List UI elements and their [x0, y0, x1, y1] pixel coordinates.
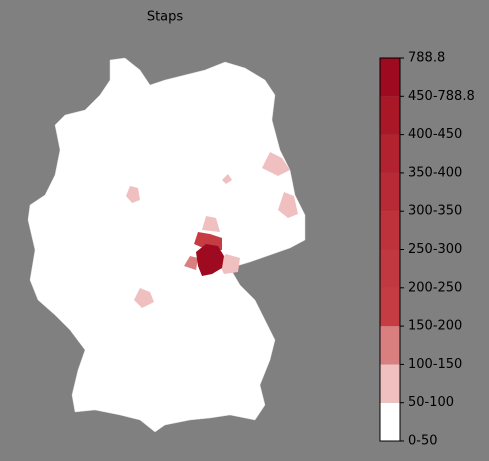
colorbar-label: 150-200: [408, 319, 462, 334]
region-medium: [184, 256, 198, 270]
country-outline: [27, 57, 306, 433]
colorbar-segment: [380, 326, 400, 365]
colorbar-label: 788.8: [408, 51, 445, 66]
region-light: [126, 186, 140, 203]
colorbar-label: 0-50: [408, 434, 438, 449]
colorbar-segment: [380, 134, 400, 173]
region-light: [134, 288, 154, 308]
colorbar-label: 450-788.8: [408, 89, 475, 104]
colorbar-segment: [380, 96, 400, 135]
colorbar-segment: [380, 211, 400, 250]
colorbar-segment: [380, 364, 400, 403]
colorbar-label: 100-150: [408, 357, 462, 372]
colorbar-label: 200-250: [408, 280, 462, 295]
colorbar-label: 350-400: [408, 165, 462, 180]
region-dark: [196, 244, 224, 276]
colorbar-segment: [380, 249, 400, 288]
colorbar-segment: [380, 58, 400, 97]
colorbar-label: 400-450: [408, 127, 462, 142]
region-light: [278, 192, 298, 218]
region-light: [262, 152, 290, 176]
colorbar-label: 300-350: [408, 204, 462, 219]
region-light: [202, 216, 220, 232]
colorbar-label: 50-100: [408, 395, 454, 410]
colorbar-segment: [380, 172, 400, 212]
colorbar-label: 250-300: [408, 242, 462, 257]
region-light: [222, 174, 232, 184]
map-title: Staps: [147, 10, 184, 25]
colorbar-segment: [380, 287, 400, 327]
germany-map: [27, 57, 306, 433]
colorbar-segment: [380, 402, 400, 441]
